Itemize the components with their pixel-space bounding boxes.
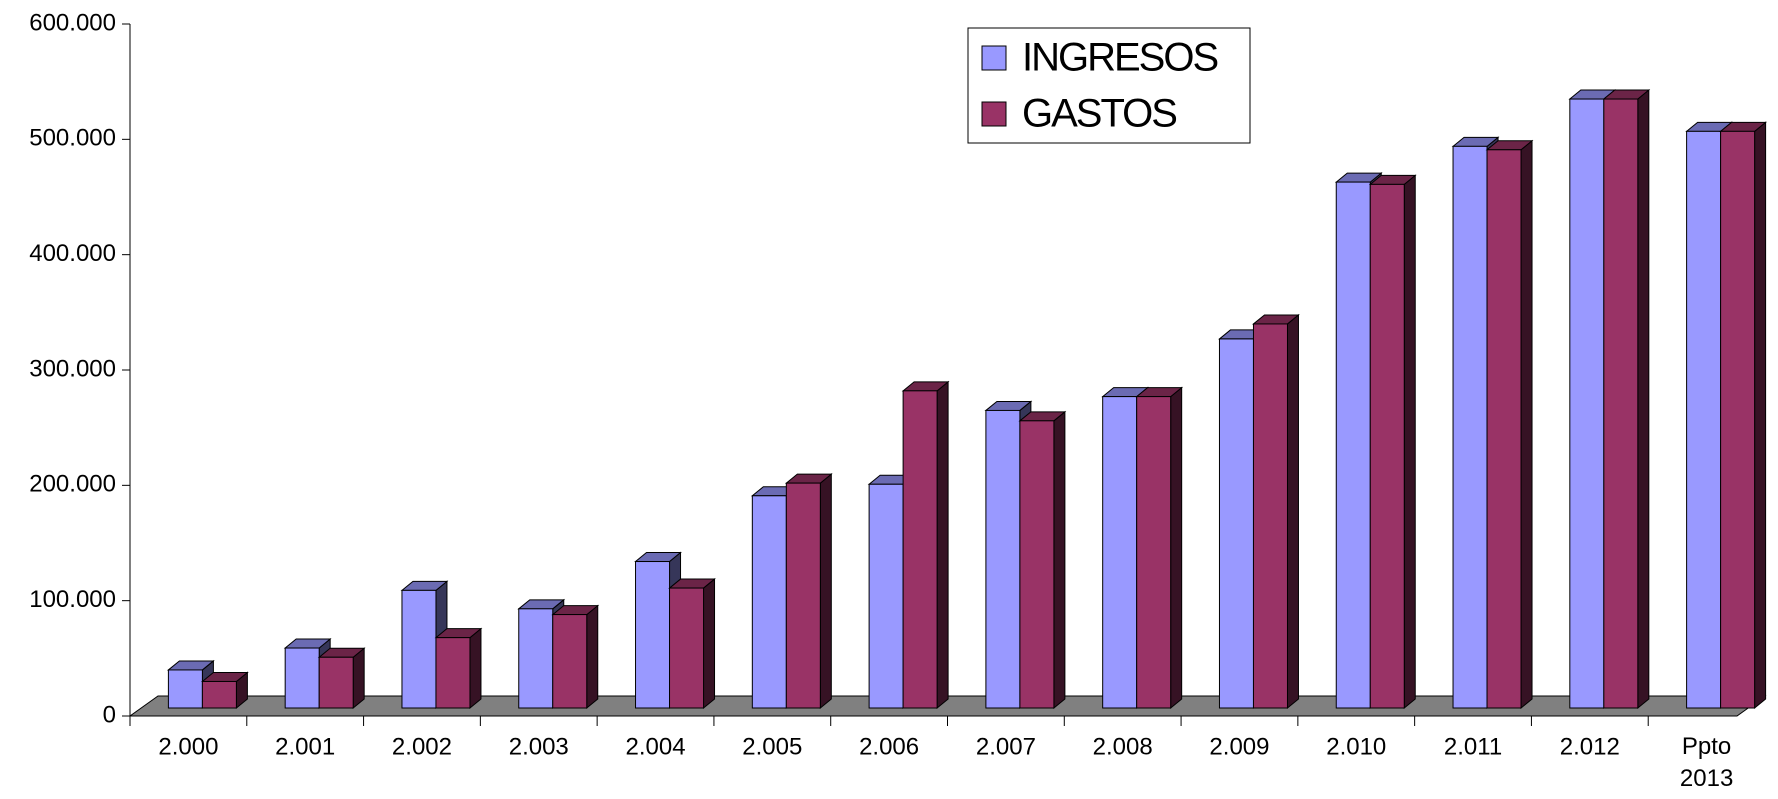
bar <box>1369 183 1405 709</box>
x-tick-label: 2.007 <box>976 733 1036 760</box>
bar <box>1218 338 1254 709</box>
y-tick-label: 100.000 <box>29 586 116 613</box>
bar <box>1252 323 1288 709</box>
bar <box>284 647 320 709</box>
y-tick-label: 300.000 <box>29 355 116 382</box>
bar <box>1720 130 1756 709</box>
bar <box>1019 420 1055 709</box>
bar <box>552 614 588 709</box>
x-tick-label: Ppto 2013 <box>1680 733 1733 792</box>
bar-side <box>586 604 599 710</box>
bar <box>167 669 203 709</box>
y-tick-label: 0 <box>103 701 116 728</box>
y-tick-label: 200.000 <box>29 471 116 498</box>
bar <box>985 409 1021 709</box>
bar <box>868 483 904 709</box>
x-tick-label: 2.001 <box>275 733 335 760</box>
legend-swatch <box>981 45 1007 71</box>
bar-side <box>1754 121 1767 710</box>
legend-label: GASTOS <box>1022 92 1176 136</box>
bar <box>318 656 354 709</box>
y-tick-label: 400.000 <box>29 240 116 267</box>
bar <box>401 589 437 709</box>
bar <box>669 587 705 709</box>
bar <box>1102 396 1138 709</box>
bar-side <box>352 647 365 710</box>
bar-side <box>1520 139 1533 710</box>
legend-label: INGRESOS <box>1022 36 1217 80</box>
bar <box>435 637 471 709</box>
bar-side <box>469 627 482 710</box>
x-tick-label: 2.005 <box>742 733 802 760</box>
bar-side <box>1053 410 1066 710</box>
x-tick-label: 2.003 <box>509 733 569 760</box>
bar-side <box>1170 386 1183 710</box>
bar <box>785 482 821 709</box>
bar <box>1603 98 1639 709</box>
bar <box>1335 181 1371 709</box>
bar-side <box>1403 174 1416 710</box>
legend-swatch <box>981 101 1007 127</box>
bar <box>635 561 671 709</box>
bar <box>1686 130 1722 709</box>
bar-side <box>1286 313 1299 710</box>
x-tick-label: 2.006 <box>859 733 919 760</box>
x-tick-label: 2.010 <box>1326 733 1386 760</box>
x-tick-label: 2.011 <box>1444 733 1502 760</box>
bar-side <box>819 473 832 710</box>
bar <box>201 680 237 709</box>
x-tick-label: 2.009 <box>1209 733 1269 760</box>
bar <box>751 495 787 709</box>
bar <box>518 608 554 709</box>
x-tick-label: 2.004 <box>626 733 686 760</box>
x-tick-label: 2.012 <box>1560 733 1620 760</box>
bar <box>1486 149 1522 709</box>
bar <box>902 390 938 709</box>
bar <box>1569 98 1605 709</box>
bar <box>1452 145 1488 709</box>
y-tick-label: 500.000 <box>29 125 116 152</box>
legend-box <box>967 27 1251 144</box>
x-tick-label: 2.000 <box>158 733 218 760</box>
bar <box>1136 396 1172 709</box>
bar-side <box>936 380 949 710</box>
bar-side <box>703 577 716 710</box>
x-tick-label: 2.008 <box>1093 733 1153 760</box>
y-tick-label: 600.000 <box>29 9 116 36</box>
bar-side <box>1637 88 1650 710</box>
x-tick-label: 2.002 <box>392 733 452 760</box>
